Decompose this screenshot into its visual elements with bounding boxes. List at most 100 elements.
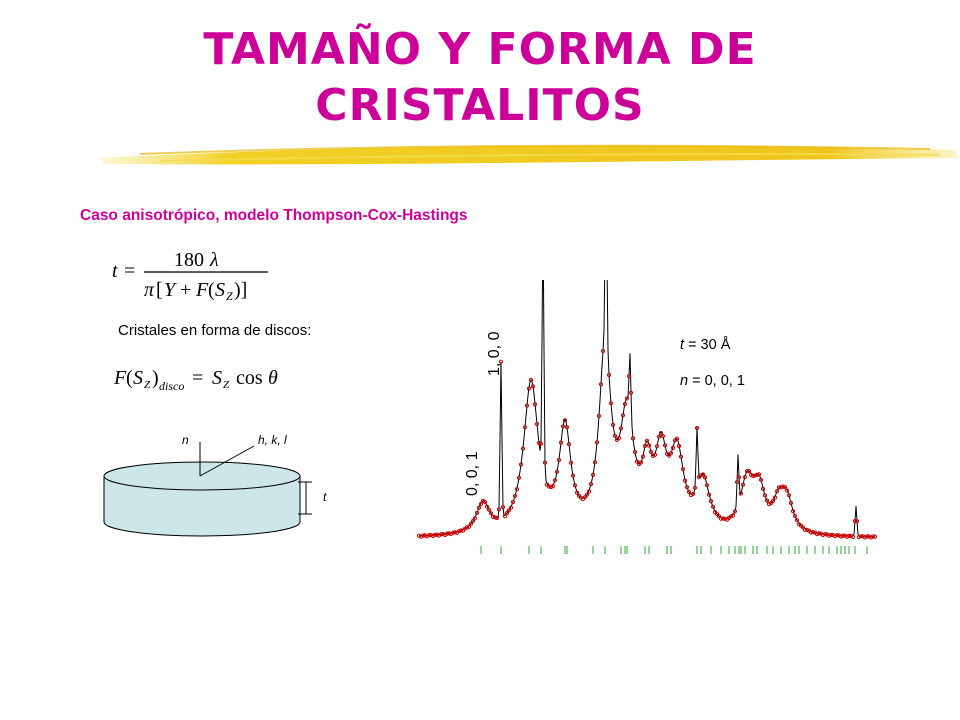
observed-point [816,531,822,536]
direction-value: = 0, 0, 1 [688,373,745,389]
observed-point [606,372,612,378]
observed-point [644,438,650,443]
svg-text:)]: )] [234,279,247,301]
observed-point [610,422,616,427]
observed-point [508,505,514,510]
observed-point [856,535,862,540]
observed-point [428,533,434,538]
observed-point [844,534,850,539]
hkl-label: h, k, l [258,433,287,447]
observed-point [804,527,810,532]
svg-text:(: ( [126,367,133,389]
observed-point [504,511,510,516]
observed-point [492,515,498,520]
observed-point [720,516,726,521]
observed-point [656,434,662,439]
observed-point [662,443,668,448]
formula-disc: F ( S Z ) disco = S Z cos θ [113,367,278,393]
observed-point [772,495,778,500]
observed-point [432,532,438,537]
observed-point [450,530,456,535]
observed-point [692,485,698,490]
svg-text:Z: Z [223,379,230,391]
observed-point [834,533,840,538]
observed-point [704,483,710,488]
observed-point [846,533,852,538]
observed-point [598,382,604,387]
observed-point [756,472,762,477]
thickness-value: = 30 Å [684,337,731,353]
observed-point [738,491,744,496]
observed-point [574,490,580,495]
svg-text:t: t [112,260,118,282]
observed-point [620,413,626,418]
observed-point [484,504,490,509]
observed-point [790,509,796,514]
observed-point [744,469,750,474]
svg-text:Z: Z [226,289,233,303]
observed-point [494,515,500,521]
observed-point [528,377,534,383]
svg-text:Y: Y [164,279,177,301]
observed-point [520,446,526,451]
observed-point [642,443,648,449]
observed-point [694,425,700,431]
observed-point [770,498,776,504]
observed-point [740,482,746,487]
observed-point [782,485,788,490]
observed-point [654,444,660,449]
observed-point [482,499,488,505]
observed-point [852,519,858,524]
observed-point [808,530,814,535]
observed-point [566,442,572,447]
observed-point [710,504,716,509]
observed-point [500,504,506,510]
observed-point [422,533,428,538]
observed-point [512,493,518,498]
thickness-label: t [323,490,327,504]
bragg-ticks-group [480,546,868,554]
observed-point [594,440,600,445]
observed-point [586,489,592,494]
observed-point [568,460,574,465]
observed-point [588,482,594,487]
observed-point [522,425,528,430]
observed-point [762,493,768,498]
observed-point [486,507,492,512]
observed-point [640,454,646,459]
observed-point [506,508,512,513]
observed-point [758,477,764,482]
thickness-symbol: t [680,337,685,353]
observed-point [792,513,798,518]
observed-point [788,500,794,506]
observed-point [438,532,444,537]
observed-point [624,396,630,401]
observed-point [706,492,712,497]
svg-text:θ: θ [268,367,278,389]
observed-point [518,462,524,467]
observed-point [458,528,464,533]
observed-point [766,502,772,507]
observed-point [690,491,696,497]
observed-point [802,527,808,532]
observed-point [446,531,452,536]
observed-point [592,460,598,465]
observed-point [488,511,494,516]
observed-point [670,445,676,450]
observed-point [554,469,560,474]
observed-point [476,505,482,510]
observed-point [776,485,782,490]
svg-text:disco: disco [159,379,184,393]
observed-point [590,472,596,477]
observed-point [564,425,570,430]
observed-point [596,413,602,419]
hkl-vector-line [199,445,255,477]
observed-point [780,484,786,489]
observed-point [778,485,784,490]
direction-param: n = 0, 0, 1 [680,373,745,389]
observed-point [674,436,680,441]
observed-point [754,472,760,477]
observed-point [676,443,682,449]
observed-point [490,514,496,519]
svg-text:π: π [144,279,155,301]
